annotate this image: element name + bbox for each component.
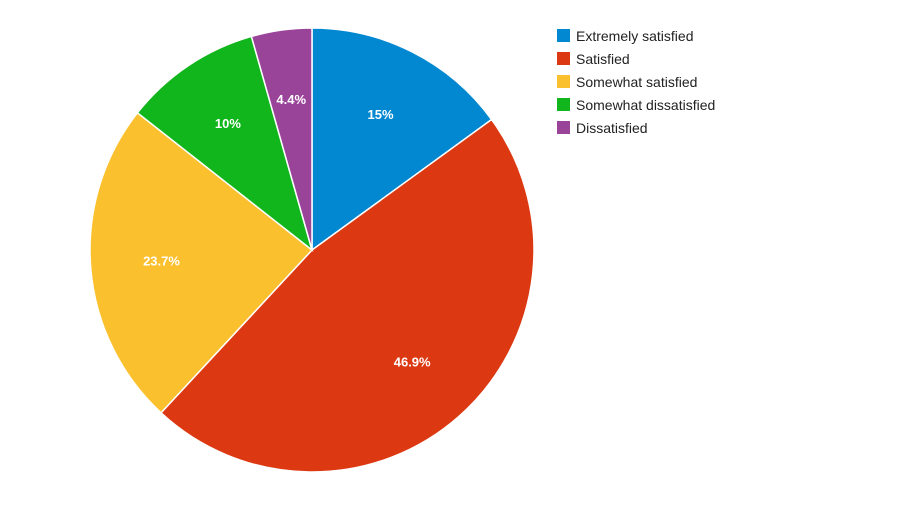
legend-item-extremely-satisfied[interactable]: Extremely satisfied [557, 24, 715, 47]
pie-slice-extremely-satisfied[interactable] [311, 27, 493, 252]
pie-slice-dissatisfied[interactable] [250, 27, 313, 251]
legend-swatch [557, 29, 570, 42]
legend-swatch [557, 121, 570, 134]
legend-item-satisfied[interactable]: Satisfied [557, 47, 715, 70]
slice-data-label: 10% [215, 116, 241, 131]
pie-slice-somewhat-dissatisfied[interactable] [136, 35, 314, 253]
slice-data-label: 4.4% [276, 92, 306, 107]
legend-label: Satisfied [576, 50, 630, 67]
pie-slice-satisfied[interactable] [159, 118, 535, 473]
pie-slice-somewhat-satisfied[interactable] [89, 111, 314, 414]
legend-item-somewhat-dissatisfied[interactable]: Somewhat dissatisfied [557, 93, 715, 116]
legend-swatch [557, 52, 570, 65]
slice-data-label: 23.7% [143, 253, 180, 268]
legend-label: Somewhat dissatisfied [576, 96, 716, 113]
legend-label: Somewhat satisfied [576, 73, 698, 90]
legend-item-somewhat-satisfied[interactable]: Somewhat satisfied [557, 70, 715, 93]
slice-data-label: 15% [368, 107, 394, 122]
chart-legend: Extremely satisfied Satisfied Somewhat s… [557, 24, 715, 139]
legend-label: Dissatisfied [576, 119, 648, 136]
legend-swatch [557, 98, 570, 111]
slice-data-label: 46.9% [394, 354, 431, 369]
legend-label: Extremely satisfied [576, 27, 694, 44]
legend-swatch [557, 75, 570, 88]
legend-item-dissatisfied[interactable]: Dissatisfied [557, 116, 715, 139]
